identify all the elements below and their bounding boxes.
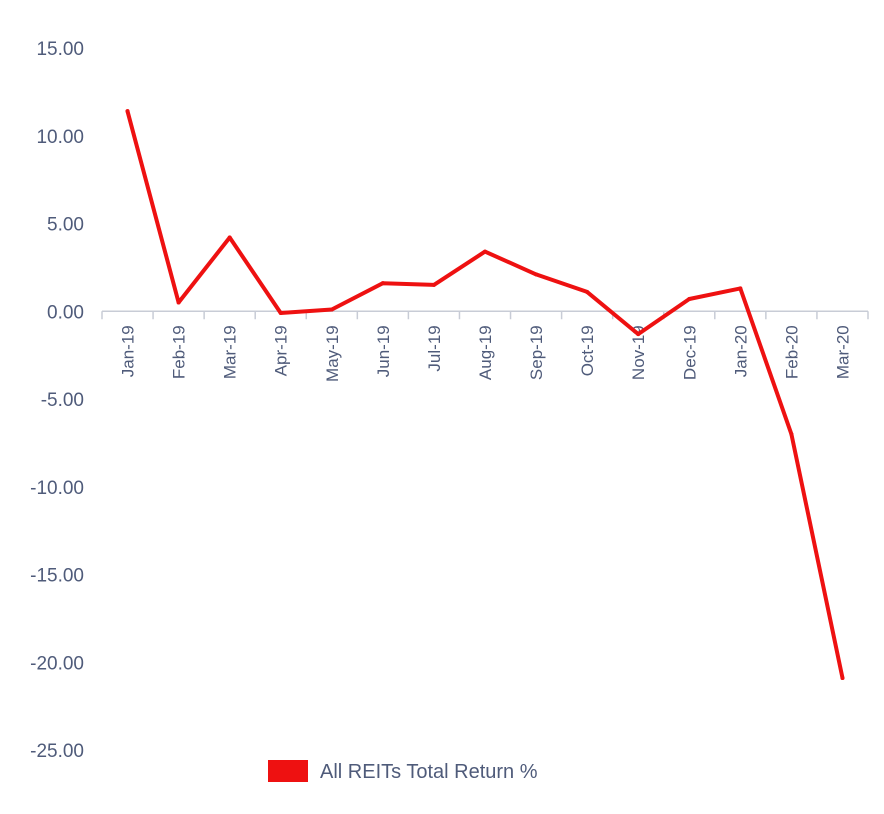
legend-swatch: [268, 760, 308, 782]
x-tick-label: Dec-19: [680, 325, 699, 380]
y-tick-label: -25.00: [30, 741, 84, 762]
x-axis: Jan-19 Feb-19 Mar-19 Apr-19 May-19 Jun-19 Jul-…: [101, 310, 869, 382]
x-tick-label: Feb-20: [782, 325, 801, 379]
data-point: [125, 109, 130, 114]
data-point: [636, 332, 641, 337]
x-tick-label: May-19: [323, 325, 342, 382]
x-tick-label: Feb-19: [170, 325, 189, 379]
x-tick-label: Nov-19: [629, 325, 648, 380]
data-point: [687, 296, 692, 301]
data-point: [380, 281, 385, 286]
data-point: [278, 311, 283, 316]
x-tick-label: Aug-19: [476, 325, 495, 380]
data-point: [431, 282, 436, 287]
y-tick-label: 0.00: [47, 302, 84, 323]
x-tick-label: Mar-19: [221, 325, 240, 379]
data-point: [329, 307, 334, 312]
data-point: [534, 272, 539, 277]
x-tick-label: Apr-19: [272, 325, 291, 376]
x-tick-label: Jun-19: [374, 325, 393, 377]
y-tick-label: 15.00: [36, 39, 84, 60]
y-tick-label: 10.00: [36, 127, 84, 148]
x-tick-label: Jul-19: [425, 325, 444, 371]
data-point: [483, 249, 487, 254]
data-point: [738, 286, 743, 291]
x-tick-label: Jan-19: [119, 325, 138, 377]
y-axis: 15.00 10.00 5.00 0.00 -5.00 -10.00 -15.00 -20.0…: [30, 39, 84, 762]
data-point: [840, 676, 845, 681]
series-layer: [125, 109, 845, 681]
x-tick-label: Jan-20: [731, 325, 750, 377]
legend-label: All REITs Total Return %: [320, 761, 538, 783]
x-tick-label: Mar-20: [833, 325, 852, 379]
x-tick-label: Sep-19: [527, 325, 546, 380]
y-tick-label: 5.00: [47, 215, 84, 236]
y-tick-label: -10.00: [30, 478, 84, 499]
data-point: [789, 432, 794, 437]
legend: All REITs Total Return %: [268, 760, 538, 783]
x-tick-label: Oct-19: [578, 325, 597, 376]
series-line-all-reits: [125, 109, 845, 680]
data-point: [227, 235, 232, 240]
data-point: [585, 289, 590, 294]
y-tick-label: -15.00: [30, 566, 84, 587]
y-tick-label: -5.00: [41, 390, 84, 411]
y-tick-label: -20.00: [30, 653, 84, 674]
data-point: [176, 300, 181, 305]
